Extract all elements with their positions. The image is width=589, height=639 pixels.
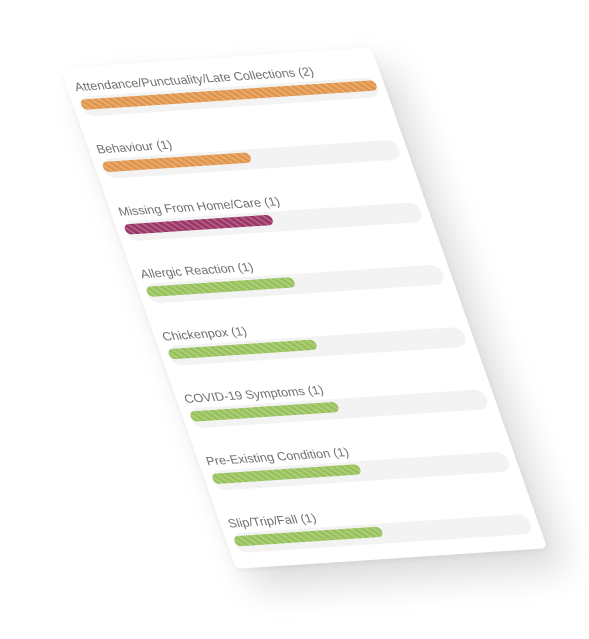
category-list: Attendance/Punctuality/Late Collections … xyxy=(71,57,542,575)
incident-category-card: Attendance/Punctuality/Late Collections … xyxy=(60,47,548,569)
